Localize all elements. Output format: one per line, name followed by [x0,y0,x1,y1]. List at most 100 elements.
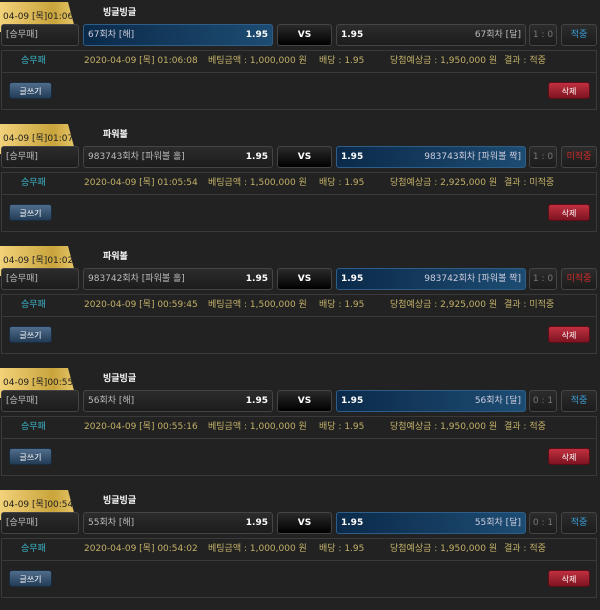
bet-amount: 베팅금액 : 1,500,000 원 [208,178,307,188]
game-title: 빙글빙글 [103,374,137,384]
score: 1 : 0 [529,268,557,290]
delete-button[interactable]: 삭제 [548,82,590,99]
game-type: 승무패 [21,178,46,188]
bet-datetime: 2020-04-09 [목] 01:06:08 [84,56,198,66]
right-team-option[interactable]: 1.95 983742회차 [파워볼 짝] [336,268,526,290]
left-team-option[interactable]: 55회차 [해] 1.95 [83,512,273,534]
left-team-name: 67회차 [해] [88,30,135,40]
right-team-name: 55회차 [달] [474,518,521,528]
result-badge: 미적중 [561,268,597,290]
expected-win: 당첨예상금 : 1,950,000 원 [390,544,498,554]
write-button[interactable]: 글쓰기 [9,82,52,99]
bet-result: 결과 : 적중 [504,422,546,432]
detail-line: 승무패 2020-04-09 [목] 00:54:02 베팅금액 : 1,000… [2,539,596,561]
bet-amount: 베팅금액 : 1,500,000 원 [208,300,307,310]
game-title: 빙글빙글 [103,8,137,18]
right-team-option[interactable]: 1.95 67회차 [달] [336,24,526,46]
bet-result: 결과 : 적중 [504,56,546,66]
vs-label: VS [277,390,332,412]
bet-amount: 베팅금액 : 1,000,000 원 [208,544,307,554]
result-badge: 적중 [561,390,597,412]
left-team-option[interactable]: 983742회차 [파워볼 홀] 1.95 [83,268,273,290]
delete-button[interactable]: 삭제 [548,204,590,221]
right-team-name: 56회차 [달] [474,396,521,406]
right-odds: 1.95 [341,518,364,528]
right-team-option[interactable]: 1.95 56회차 [달] [336,390,526,412]
score: 1 : 0 [529,24,557,46]
bet-type: [승무패] [1,146,79,168]
write-button[interactable]: 글쓰기 [9,326,52,343]
game-type: 승무패 [21,56,46,66]
right-odds: 1.95 [341,152,364,162]
right-odds: 1.95 [341,30,364,40]
result-badge: 미적중 [561,146,597,168]
bet-detail: 승무패 2020-04-09 [목] 00:55:16 베팅금액 : 1,000… [1,416,597,476]
bet-datetime: 2020-04-09 [목] 00:55:16 [84,422,198,432]
game-type: 승무패 [21,544,46,554]
left-team-option[interactable]: 56회차 [해] 1.95 [83,390,273,412]
expected-win: 당첨예상금 : 2,925,000 원 [390,178,498,188]
expected-win: 당첨예상금 : 1,950,000 원 [390,56,498,66]
write-button[interactable]: 글쓰기 [9,448,52,465]
detail-line: 승무패 2020-04-09 [목] 00:55:16 베팅금액 : 1,000… [2,417,596,439]
game-title: 파워볼 [103,130,128,140]
result-badge: 적중 [561,24,597,46]
delete-button[interactable]: 삭제 [548,570,590,587]
right-team-name: 983742회차 [파워볼 짝] [424,274,521,284]
bet-detail: 승무패 2020-04-09 [목] 00:54:02 베팅금액 : 1,000… [1,538,597,598]
left-odds: 1.95 [245,396,268,406]
bet-type: [승무패] [1,512,79,534]
detail-line: 승무패 2020-04-09 [목] 00:59:45 베팅금액 : 1,500… [2,295,596,317]
bet-odds: 배당 : 1.95 [319,56,365,66]
bet-odds: 배당 : 1.95 [319,300,365,310]
bet-item: 04-09 [목]01:02 파워볼 [승무패] 983742회차 [파워볼 홀… [0,244,600,366]
left-team-name: 56회차 [해] [88,396,135,406]
right-team-name: 983743회차 [파워볼 짝] [424,152,521,162]
bet-datetime: 2020-04-09 [목] 00:59:45 [84,300,198,310]
right-odds: 1.95 [341,274,364,284]
write-button[interactable]: 글쓰기 [9,570,52,587]
left-team-name: 983743회차 [파워볼 홀] [88,152,185,162]
bet-detail: 승무패 2020-04-09 [목] 01:06:08 베팅금액 : 1,000… [1,50,597,110]
left-odds: 1.95 [245,152,268,162]
bet-result: 결과 : 미적중 [504,300,555,310]
bet-item: 04-09 [목]01:07 파워볼 [승무패] 983743회차 [파워볼 홀… [0,122,600,244]
bet-detail: 승무패 2020-04-09 [목] 01:05:54 베팅금액 : 1,500… [1,172,597,232]
bet-odds: 배당 : 1.95 [319,544,365,554]
game-title: 빙글빙글 [103,496,137,506]
detail-line: 승무패 2020-04-09 [목] 01:06:08 베팅금액 : 1,000… [2,51,596,73]
score: 0 : 1 [529,512,557,534]
bet-amount: 베팅금액 : 1,000,000 원 [208,422,307,432]
left-team-option[interactable]: 67회차 [해] 1.95 [83,24,273,46]
vs-label: VS [277,512,332,534]
right-team-option[interactable]: 1.95 55회차 [달] [336,512,526,534]
game-type: 승무패 [21,422,46,432]
left-team-option[interactable]: 983743회차 [파워볼 홀] 1.95 [83,146,273,168]
write-button[interactable]: 글쓰기 [9,204,52,221]
bet-odds: 배당 : 1.95 [319,422,365,432]
left-team-name: 55회차 [해] [88,518,135,528]
vs-label: VS [277,268,332,290]
delete-button[interactable]: 삭제 [548,326,590,343]
bet-item: 04-09 [목]00:55 빙글빙글 [승무패] 56회차 [해] 1.95 V… [0,366,600,488]
right-team-option[interactable]: 1.95 983743회차 [파워볼 짝] [336,146,526,168]
bet-item: 04-09 [목]00:54 빙글빙글 [승무패] 55회차 [해] 1.95 V… [0,488,600,610]
bet-datetime: 2020-04-09 [목] 00:54:02 [84,544,198,554]
detail-line: 승무패 2020-04-09 [목] 01:05:54 베팅금액 : 1,500… [2,173,596,195]
bet-odds: 배당 : 1.95 [319,178,365,188]
delete-button[interactable]: 삭제 [548,448,590,465]
score: 0 : 1 [529,390,557,412]
bet-type: [승무패] [1,24,79,46]
game-title: 파워볼 [103,252,128,262]
bet-type: [승무패] [1,390,79,412]
bet-type: [승무패] [1,268,79,290]
left-team-name: 983742회차 [파워볼 홀] [88,274,185,284]
bet-detail: 승무패 2020-04-09 [목] 00:59:45 베팅금액 : 1,500… [1,294,597,354]
bet-result: 결과 : 적중 [504,544,546,554]
right-team-name: 67회차 [달] [474,30,521,40]
bet-amount: 베팅금액 : 1,000,000 원 [208,56,307,66]
bet-item: 04-09 [목]01:06 빙글빙글 [승무패] 67회차 [해] 1.95 V… [0,0,600,122]
result-badge: 적중 [561,512,597,534]
score: 1 : 0 [529,146,557,168]
game-type: 승무패 [21,300,46,310]
